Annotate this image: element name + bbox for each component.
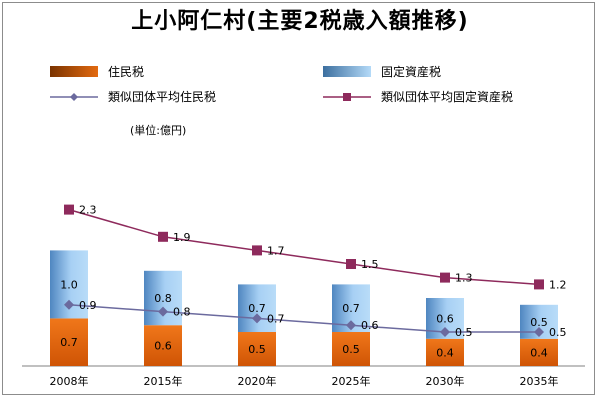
data-label-fixed-asset-tax: 0.6 [436,312,454,325]
legend-label-similar-residential: 類似団体平均住民税 [108,90,216,104]
point-similar-fixed-asset [158,231,168,242]
x-tick-label: 2030年 [426,374,465,388]
chart-title: 上小阿仁村(主要2税歳入額推移) [131,9,469,34]
data-label-residential-tax: 0.5 [248,343,266,356]
data-label-similar-residential: 0.9 [79,299,97,312]
x-tick-label: 2020年 [238,374,277,388]
x-tick-label: 2035年 [520,374,559,388]
unit-label: (単位:億円) [130,123,186,137]
bar-residential-tax [426,338,464,366]
data-label-similar-residential: 0.5 [549,326,567,339]
x-tick-label: 2015年 [144,374,183,388]
legend-swatch-residential-tax [50,66,98,77]
data-label-fixed-asset-tax: 0.7 [342,302,360,315]
data-label-residential-tax: 0.5 [342,343,360,356]
legend: 住民税 固定資産税 類似団体平均住民税 類似団体平均固定資産税 [50,64,513,104]
data-label-similar-fixed-asset: 2.3 [79,204,97,217]
bar-residential-tax [238,332,276,366]
data-label-residential-tax: 0.4 [530,346,548,359]
bar-residential-tax [520,338,558,366]
legend-label-similar-fixed-asset: 類似団体平均固定資産税 [381,89,513,104]
data-label-similar-fixed-asset: 1.5 [361,258,379,271]
legend-label-fixed-asset-tax: 固定資産税 [381,64,441,79]
line-similar-fixed-asset [68,208,540,286]
data-label-fixed-asset-tax: 0.5 [530,316,548,329]
bar-fixed-asset-tax [238,284,276,332]
chart-frame [2,2,595,395]
data-label-residential-tax: 0.4 [436,346,454,359]
data-label-similar-fixed-asset: 1.7 [267,244,285,257]
point-similar-fixed-asset [440,272,450,283]
bar-residential-tax [144,325,182,366]
data-label-similar-residential: 0.5 [455,326,473,339]
x-tick-label: 2008年 [50,374,89,388]
bar-residential-tax [332,332,370,366]
point-similar-residential [440,327,450,337]
data-label-similar-fixed-asset: 1.9 [173,231,191,244]
point-similar-residential [64,299,74,310]
point-similar-residential [158,306,168,317]
data-label-similar-fixed-asset: 1.2 [549,278,567,291]
data-label-similar-residential: 0.8 [173,306,191,319]
legend-marker-similar-fixed-asset [343,93,351,101]
point-similar-residential [252,313,262,324]
point-similar-residential [534,327,544,337]
legend-label-residential-tax: 住民税 [108,65,144,79]
legend-swatch-fixed-asset-tax [323,66,371,77]
point-similar-fixed-asset [64,204,74,215]
data-label-fixed-asset-tax: 0.7 [248,302,266,315]
line-similar-residential [68,304,539,333]
data-label-similar-residential: 0.6 [361,319,379,332]
data-label-fixed-asset-tax: 1.0 [60,278,78,291]
legend-marker-similar-residential [70,93,78,101]
point-similar-fixed-asset [346,259,356,269]
point-similar-fixed-asset [534,279,544,290]
bar-residential-tax [50,318,88,366]
data-label-similar-fixed-asset: 1.3 [455,272,473,285]
data-label-residential-tax: 0.7 [60,336,78,349]
x-tick-label: 2025年 [332,374,371,388]
data-label-fixed-asset-tax: 0.8 [154,292,172,305]
point-similar-fixed-asset [252,245,262,256]
chart-marks: 0.7 1.0 2008年 0.6 0.8 2015年 0.5 0.7 2020年 0.5 0.7 2… [50,204,567,388]
data-label-residential-tax: 0.6 [154,340,172,353]
point-similar-residential [346,320,356,331]
data-label-similar-residential: 0.7 [267,312,285,325]
